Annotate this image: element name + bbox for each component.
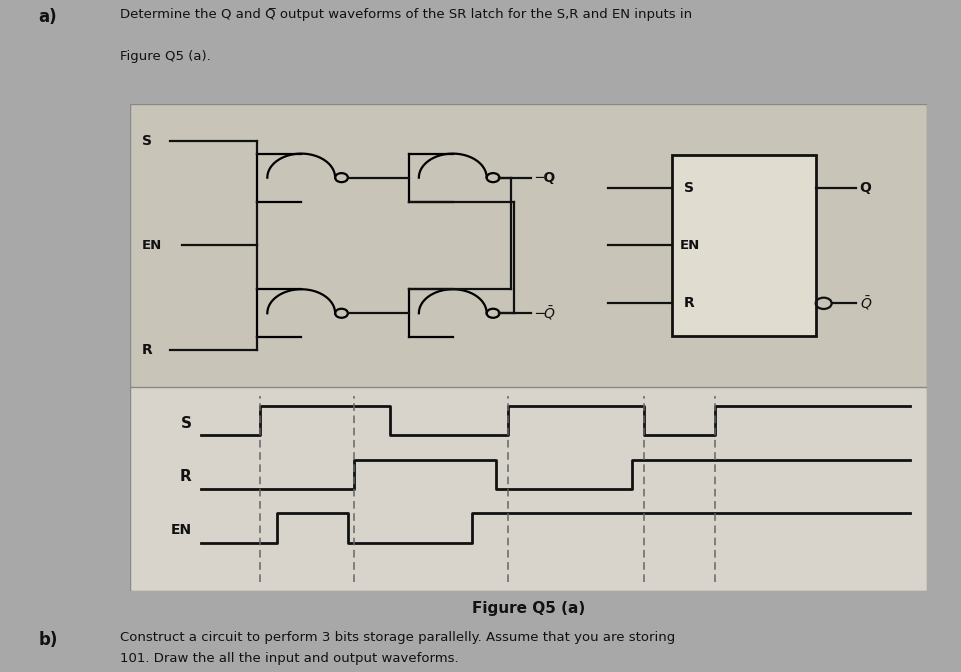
Text: b): b): [38, 630, 58, 648]
Bar: [672, 155, 816, 336]
Text: S: S: [181, 416, 192, 431]
Text: 101. Draw the all the input and output waveforms.: 101. Draw the all the input and output w…: [120, 653, 458, 665]
Text: Determine the Q and Q̅ output waveforms of the SR latch for the S,R and EN input: Determine the Q and Q̅ output waveforms …: [120, 8, 692, 22]
Text: Construct a circuit to perform 3 bits storage parallelly. Assume that you are st: Construct a circuit to perform 3 bits st…: [120, 630, 676, 644]
Text: S: S: [684, 181, 694, 195]
Text: Q: Q: [859, 181, 872, 195]
Text: R: R: [141, 343, 153, 357]
Text: S: S: [141, 134, 152, 148]
Text: a): a): [38, 8, 57, 26]
Text: R: R: [180, 469, 192, 485]
Text: ─$\bar{Q}$: ─$\bar{Q}$: [535, 304, 556, 322]
Text: Figure Q5 (a): Figure Q5 (a): [472, 601, 585, 616]
Text: $\bar{Q}$: $\bar{Q}$: [859, 294, 872, 312]
Text: R: R: [684, 296, 695, 310]
Text: Figure Q5 (a).: Figure Q5 (a).: [120, 50, 210, 63]
Text: ─Q: ─Q: [535, 171, 555, 185]
Text: EN: EN: [171, 523, 192, 538]
Text: EN: EN: [680, 239, 701, 252]
Text: EN: EN: [141, 239, 162, 252]
